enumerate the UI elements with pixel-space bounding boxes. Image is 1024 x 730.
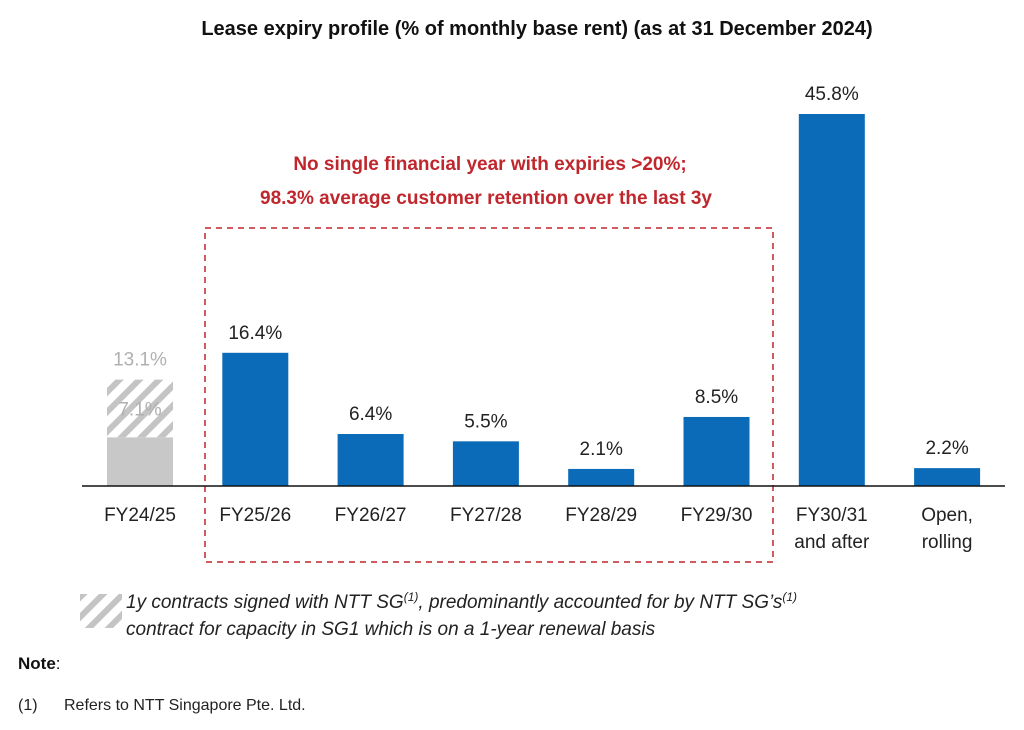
x-tick-label: FY26/27 [335,505,407,526]
bar-solid [107,437,173,486]
x-tick-label: FY28/29 [565,505,637,526]
bar [337,434,404,486]
x-tick-label: FY29/30 [681,505,753,526]
x-tick-label: FY25/26 [219,505,291,526]
data-label: 5.5% [464,411,507,432]
bar [914,468,981,486]
data-label: 16.4% [228,323,282,344]
note-text: Refers to NTT Singapore Pte. Ltd. [64,697,306,714]
legend-line-2: contract for capacity in SG1 which is on… [126,619,656,640]
annotation-line-1: No single financial year with expiries >… [293,154,686,175]
x-tick-label: FY30/31 [796,505,868,526]
bar-hatched [107,379,173,438]
note-heading: Note: [18,654,61,673]
legend-line-1: 1y contracts signed with NTT SG(1), pred… [126,590,797,613]
note-marker: (1) [18,697,38,714]
hatched-label: 7.1% [118,399,161,420]
data-label: 2.1% [580,439,623,460]
data-label: 8.5% [695,387,738,408]
data-label: 45.8% [805,84,859,105]
x-tick-label: FY24/25 [104,505,176,526]
chart-title: Lease expiry profile (% of monthly base … [201,18,872,40]
x-tick-label: and after [794,532,870,553]
x-tick-label: Open, [921,505,973,526]
bar [222,352,289,486]
bar [452,441,519,486]
x-tick-label: rolling [922,532,973,553]
data-label: 6.4% [349,404,392,425]
bar [568,468,635,486]
annotation-line-2: 98.3% average customer retention over th… [260,188,712,209]
data-label: 2.2% [925,438,968,459]
hatch-swatch-icon [80,594,122,628]
bar [683,416,750,486]
data-label: 13.1% [113,350,167,371]
bar [798,114,865,486]
x-tick-label: FY27/28 [450,505,522,526]
